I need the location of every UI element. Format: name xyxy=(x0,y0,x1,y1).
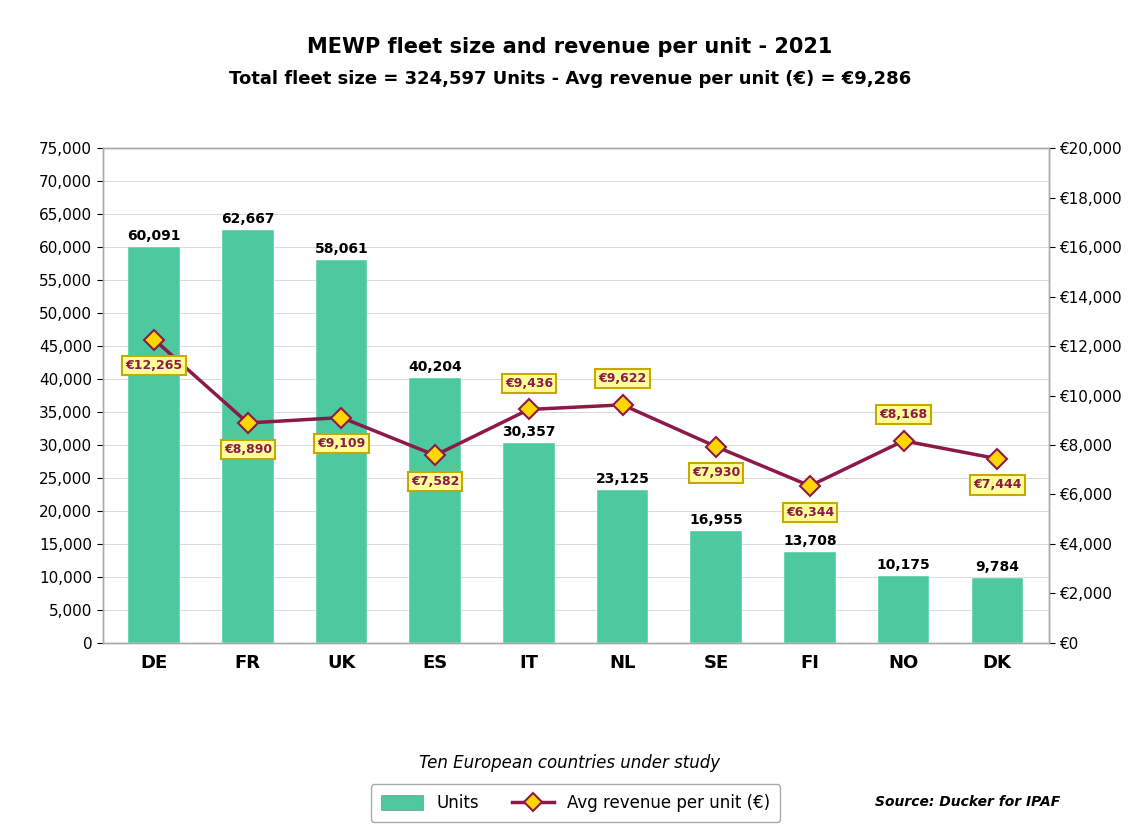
Bar xyxy=(878,576,929,643)
Text: €9,436: €9,436 xyxy=(505,377,553,390)
Text: €9,109: €9,109 xyxy=(317,438,366,451)
Text: Ten European countries under study: Ten European countries under study xyxy=(420,754,720,772)
Text: 10,175: 10,175 xyxy=(877,558,930,572)
Text: €8,168: €8,168 xyxy=(880,408,928,421)
Bar xyxy=(784,552,836,643)
Text: 62,667: 62,667 xyxy=(221,212,275,226)
Bar xyxy=(222,230,274,643)
Text: €7,444: €7,444 xyxy=(974,479,1021,491)
Bar xyxy=(129,246,180,643)
Bar xyxy=(971,578,1023,643)
Text: €7,930: €7,930 xyxy=(692,466,740,480)
Legend: Units, Avg revenue per unit (€): Units, Avg revenue per unit (€) xyxy=(372,784,780,822)
Text: Total fleet size = 324,597 Units - Avg revenue per unit (€) = €9,286: Total fleet size = 324,597 Units - Avg r… xyxy=(229,70,911,88)
Text: 40,204: 40,204 xyxy=(408,360,462,374)
Text: 60,091: 60,091 xyxy=(128,228,181,242)
Text: 13,708: 13,708 xyxy=(783,535,837,549)
Text: Source: Ducker for IPAF: Source: Ducker for IPAF xyxy=(876,795,1060,809)
Text: €6,344: €6,344 xyxy=(785,506,834,518)
Text: MEWP fleet size and revenue per unit - 2021: MEWP fleet size and revenue per unit - 2… xyxy=(308,37,832,57)
Text: 23,125: 23,125 xyxy=(595,472,650,486)
Bar xyxy=(316,260,367,643)
Bar xyxy=(409,377,461,643)
Text: €12,265: €12,265 xyxy=(125,359,182,372)
Text: 30,357: 30,357 xyxy=(502,424,555,438)
Text: 58,061: 58,061 xyxy=(315,242,368,256)
Text: €8,890: €8,890 xyxy=(223,442,271,456)
Text: €9,622: €9,622 xyxy=(598,372,646,385)
Bar xyxy=(503,442,555,643)
Bar xyxy=(596,490,649,643)
Text: €7,582: €7,582 xyxy=(412,475,459,488)
Text: 9,784: 9,784 xyxy=(976,560,1019,574)
Bar xyxy=(691,531,742,643)
Text: 16,955: 16,955 xyxy=(690,513,743,527)
